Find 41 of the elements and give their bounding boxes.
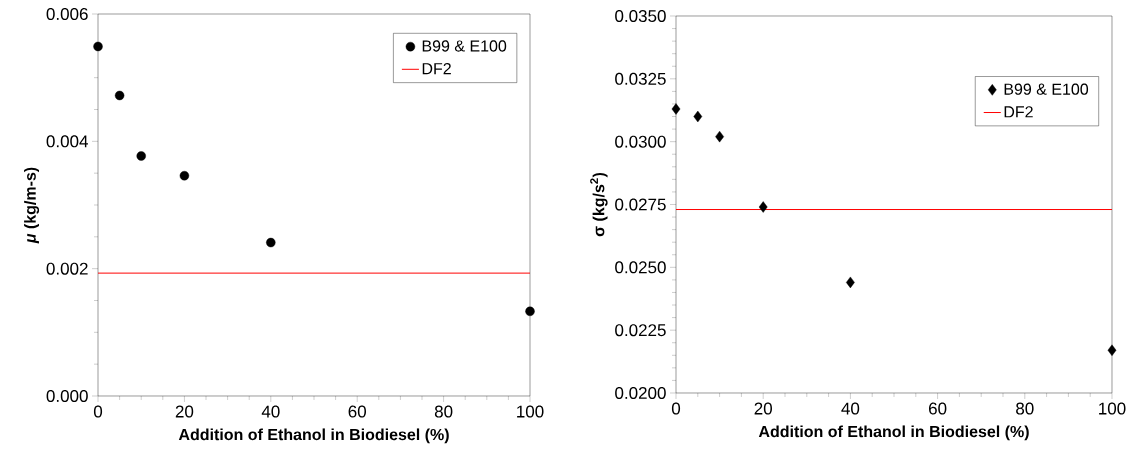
x-axis-title: Addition of Ethanol in Biodiesel (%) <box>758 425 1029 441</box>
y-axis-title: σ (kg/s$^{2}$) <box>590 172 608 237</box>
point <box>758 201 768 213</box>
point <box>114 90 125 101</box>
x-tick-label: 60 <box>348 405 366 418</box>
x-tick-label: 40 <box>261 405 280 418</box>
x-tick-label: 20 <box>754 402 772 415</box>
point <box>266 237 276 248</box>
y-tick-label: 0.0275 <box>615 198 666 211</box>
y-tick-label: 0.0200 <box>615 386 666 400</box>
x-tick-label: 0 <box>93 405 103 418</box>
y-tick-label: 0.004 <box>46 135 88 148</box>
y-tick-label: 0.002 <box>46 262 88 275</box>
legend-label: B99 & E100 <box>422 40 507 52</box>
x-tick-label: 100 <box>1099 402 1126 415</box>
y-tick-label: 0.0225 <box>615 324 666 337</box>
y-tick-label: 0.0325 <box>615 72 666 85</box>
point <box>136 151 146 161</box>
y-tick-label: 0.000 <box>46 389 88 403</box>
point <box>179 171 190 181</box>
x-tick-label: 60 <box>929 402 947 415</box>
x-tick-label: 20 <box>175 405 194 418</box>
x-tick-label: 80 <box>1016 402 1034 415</box>
x-tick-label: 40 <box>841 402 860 415</box>
x-axis-title: Addition of Ethanol in Biodiesel (%) <box>178 428 449 444</box>
point <box>1107 344 1117 356</box>
x-tick-label: 0 <box>671 402 681 415</box>
y-tick-label: 0.006 <box>46 7 88 21</box>
point <box>671 103 681 115</box>
point <box>525 306 535 317</box>
y-axis-title: μ (kg/m-s) <box>24 167 40 244</box>
x-tick-label: 100 <box>517 405 544 418</box>
legend-label: B99 & E100 <box>1004 83 1089 95</box>
x-tick-label: 80 <box>434 405 453 418</box>
point <box>93 41 103 52</box>
legend-label: DF2 <box>422 62 451 75</box>
y-tick-label: 0.0300 <box>615 135 666 148</box>
point <box>693 110 703 123</box>
y-tick-label: 0.0250 <box>615 261 666 274</box>
y-tick-label: 0.0350 <box>615 9 666 23</box>
legend-label: DF2 <box>1004 106 1033 118</box>
